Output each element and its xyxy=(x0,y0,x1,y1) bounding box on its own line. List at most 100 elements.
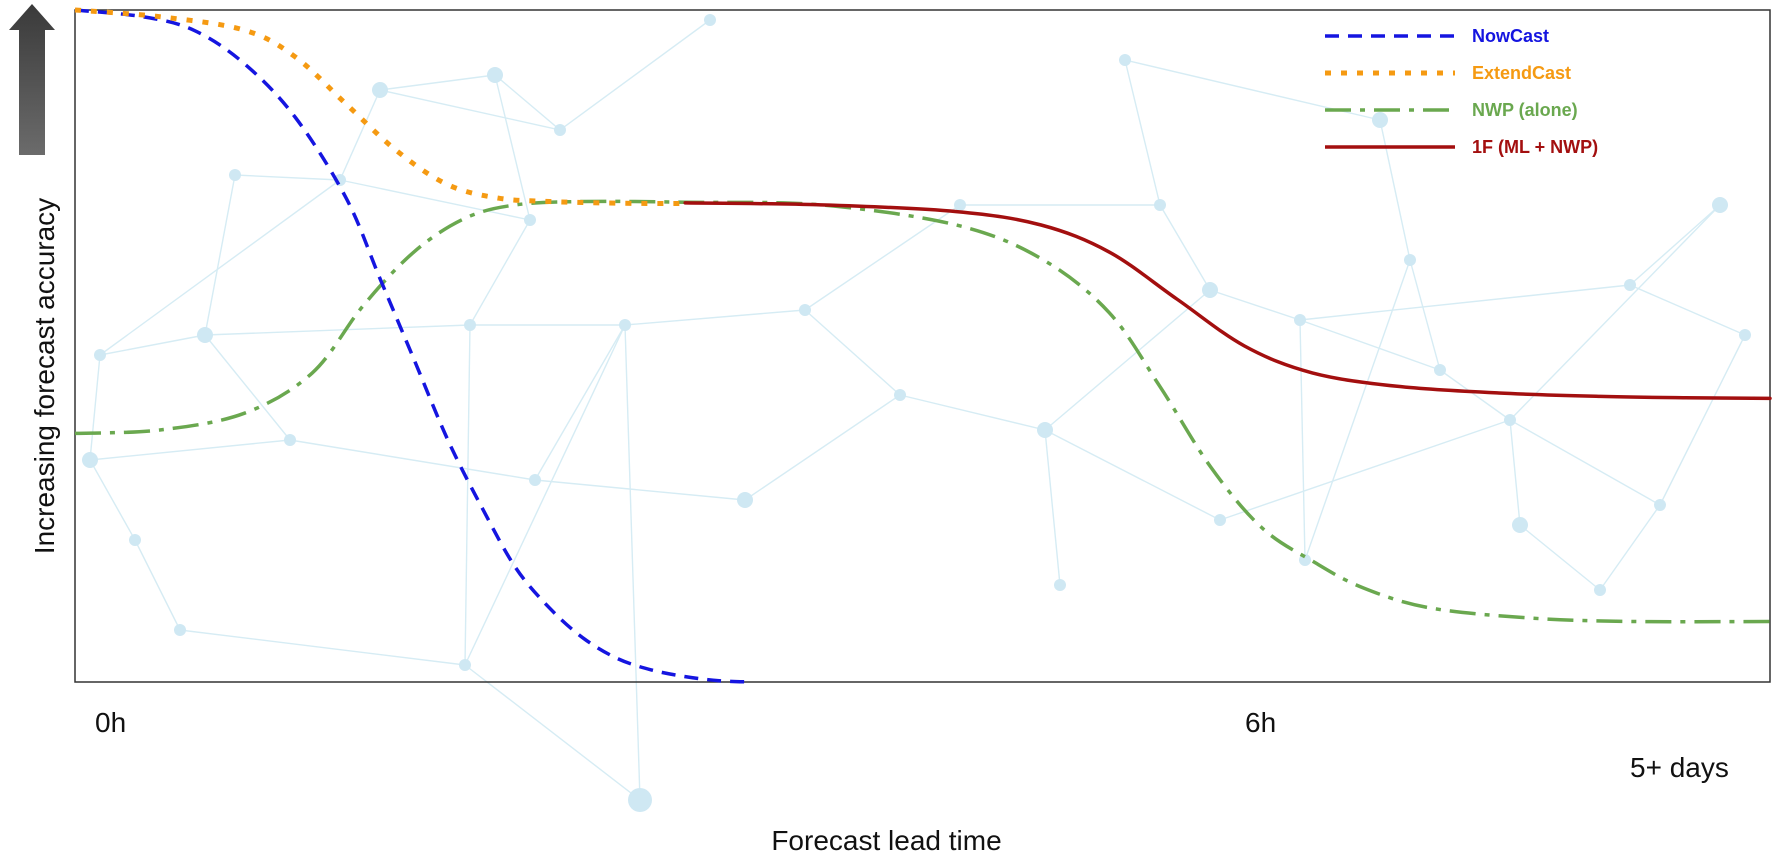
network-edge xyxy=(99,334,206,356)
legend: NowCast ExtendCast NWP (alone) 1F (ML + NWP… xyxy=(1325,26,1598,157)
network-edge xyxy=(464,664,641,801)
network-edge xyxy=(1044,429,1061,586)
network-edge xyxy=(339,179,531,221)
network-node xyxy=(1154,199,1166,211)
network-edge xyxy=(1439,369,1511,421)
series-line-nowcast xyxy=(74,8,754,684)
network-edge xyxy=(204,174,236,336)
network-edge xyxy=(804,204,961,311)
legend-label-1f-ml-nwp: 1F (ML + NWP) xyxy=(1472,137,1598,157)
network-node xyxy=(1294,314,1306,326)
network-node xyxy=(1214,514,1226,526)
network-node xyxy=(737,492,753,508)
x-axis-label: Forecast lead time xyxy=(771,825,1002,856)
network-edge xyxy=(379,74,496,91)
legend-label-nowcast: NowCast xyxy=(1472,26,1549,46)
network-node xyxy=(487,67,503,83)
network-edge xyxy=(1509,419,1661,506)
network-edge xyxy=(744,394,901,501)
network-node xyxy=(554,124,566,136)
network-node xyxy=(459,659,471,671)
network-node xyxy=(1594,584,1606,596)
network-node xyxy=(82,452,98,468)
network-edge xyxy=(339,89,381,181)
network-edge xyxy=(534,324,626,481)
network-edge xyxy=(899,394,1046,431)
network-edge xyxy=(1509,419,1521,526)
network-edge xyxy=(624,324,641,801)
network-node xyxy=(94,349,106,361)
network-edge xyxy=(1299,319,1441,371)
network-edge xyxy=(559,19,711,131)
network-edge xyxy=(624,309,806,326)
network-node xyxy=(1654,499,1666,511)
network-edge xyxy=(469,219,531,326)
y-axis-label: Increasing forecast accuracy xyxy=(29,197,60,555)
network-edge xyxy=(1044,289,1211,431)
network-edge xyxy=(534,479,746,501)
network-edge xyxy=(1159,204,1211,291)
network-node xyxy=(1037,422,1053,438)
network-edge xyxy=(204,334,291,441)
network-node xyxy=(799,304,811,316)
network-node xyxy=(229,169,241,181)
network-node xyxy=(1739,329,1751,341)
network-edge xyxy=(1209,289,1301,321)
network-edge xyxy=(179,629,466,666)
network-edge xyxy=(89,439,291,461)
x-tick-0h: 0h xyxy=(95,707,127,738)
network-edge xyxy=(1409,259,1441,371)
network-edge xyxy=(1599,504,1661,591)
network-node xyxy=(704,14,716,26)
network-edge xyxy=(464,324,626,666)
series-line-extendcast xyxy=(74,7,686,207)
network-edge xyxy=(1219,419,1511,521)
network-node xyxy=(197,327,213,343)
network-node xyxy=(628,788,652,812)
network-edge xyxy=(1629,284,1746,336)
network-node xyxy=(372,82,388,98)
series-line-nwp-alone xyxy=(74,199,1771,624)
network-node xyxy=(529,474,541,486)
accuracy-arrow-icon xyxy=(9,4,55,155)
series-layer xyxy=(74,7,1772,684)
network-node xyxy=(1712,197,1728,213)
network-edge xyxy=(99,179,341,356)
network-node xyxy=(1512,517,1528,533)
network-edge xyxy=(1509,204,1721,421)
network-edge xyxy=(1379,119,1411,261)
network-edge xyxy=(1659,334,1746,506)
network-node xyxy=(174,624,186,636)
series-line-1f-ml-nwp xyxy=(683,201,1772,401)
legend-label-nwp-alone: NWP (alone) xyxy=(1472,100,1578,120)
network-edge xyxy=(1124,59,1161,206)
network-edge xyxy=(1519,524,1601,591)
legend-label-extendcast: ExtendCast xyxy=(1472,63,1571,83)
network-edge xyxy=(289,439,536,481)
network-node xyxy=(1372,112,1388,128)
network-edge xyxy=(379,89,561,131)
network-node xyxy=(129,534,141,546)
network-node xyxy=(954,199,966,211)
network-node xyxy=(464,319,476,331)
network-node xyxy=(1119,54,1131,66)
network-edge xyxy=(234,174,341,181)
network-node xyxy=(284,434,296,446)
network-node xyxy=(1202,282,1218,298)
network-node xyxy=(1434,364,1446,376)
network-node xyxy=(619,319,631,331)
network-node xyxy=(1504,414,1516,426)
network-node xyxy=(1624,279,1636,291)
network-edge xyxy=(134,539,181,631)
network-edge xyxy=(204,324,471,336)
network-edge xyxy=(1044,429,1221,521)
x-tick-6h: 6h xyxy=(1245,707,1277,738)
network-node xyxy=(1054,579,1066,591)
plot-frame xyxy=(74,9,1771,683)
network-edge xyxy=(89,354,101,461)
network-edge xyxy=(494,74,561,131)
network-node xyxy=(524,214,536,226)
x-tick-5-days: 5+ days xyxy=(1630,752,1729,783)
